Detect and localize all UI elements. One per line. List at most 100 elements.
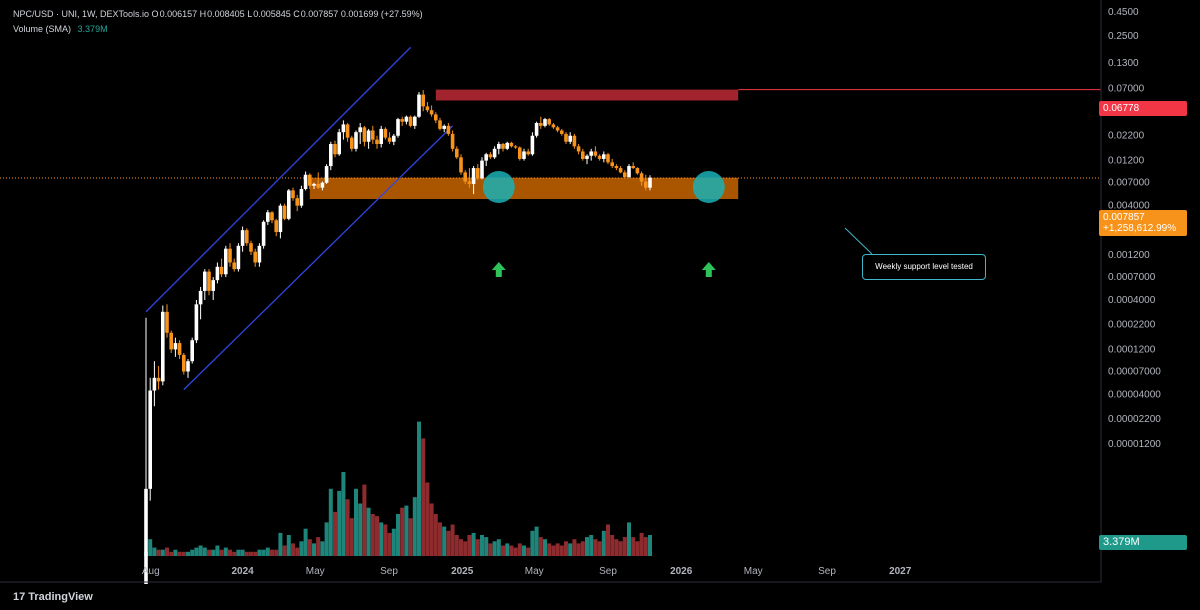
volume-bar	[207, 549, 211, 556]
candle-body	[375, 139, 379, 144]
volume-bar	[471, 532, 476, 556]
change-value: 0.001699 (+27.59%)	[340, 9, 423, 19]
candle-body	[438, 120, 442, 129]
candle-body	[400, 119, 404, 122]
candle-body	[627, 166, 631, 178]
volume-bar	[261, 549, 266, 556]
volume-bar	[459, 539, 463, 556]
candle-body	[312, 183, 316, 186]
volume-bar	[400, 507, 405, 556]
volume-bar	[186, 551, 190, 556]
low-value: 0.005845	[253, 9, 291, 19]
volume-bar	[530, 530, 535, 556]
volume-bar	[354, 488, 358, 556]
support-zone	[309, 177, 739, 200]
candle-body	[568, 135, 572, 142]
volume-bar	[345, 499, 350, 556]
volume-bar	[160, 549, 165, 556]
volume-bar	[618, 541, 623, 556]
candle-body	[341, 124, 346, 133]
y-tick-label: 0.0002200	[1108, 320, 1156, 331]
x-tick-label: May	[525, 566, 544, 577]
candle-body	[413, 116, 417, 126]
volume-bar	[425, 482, 430, 556]
high-label: H	[199, 9, 207, 19]
candle-body	[572, 135, 577, 147]
support-annotation[interactable]: Weekly support level tested	[862, 254, 986, 280]
candle-body	[337, 132, 341, 155]
candle-body	[602, 154, 606, 159]
candle-body	[501, 143, 505, 149]
volume-bars	[144, 421, 652, 556]
volume-bar	[421, 438, 426, 556]
volume-bar	[597, 541, 602, 556]
symbol-label[interactable]: NPC/USD · UNI, 1W, DEXTools.io	[13, 9, 150, 19]
candle-body	[354, 132, 358, 149]
volume-bar	[270, 549, 274, 556]
volume-bar	[324, 522, 329, 556]
tradingview-icon: 17	[13, 591, 26, 603]
x-tick-label: May	[744, 566, 763, 577]
volume-bar	[291, 543, 295, 556]
candle-body	[282, 205, 287, 219]
volume-bar	[274, 549, 279, 556]
candle-body	[589, 151, 593, 156]
candle-body	[169, 332, 173, 350]
volume-bar	[610, 535, 615, 556]
candle-body	[333, 143, 337, 155]
y-tick-label: 0.00001200	[1108, 439, 1161, 450]
volume-bar	[257, 549, 262, 556]
candle-body	[211, 280, 215, 291]
y-tick-label: 0.004000	[1108, 201, 1150, 212]
volume-bar	[417, 421, 421, 556]
volume-bar	[240, 549, 245, 556]
volume-bar	[501, 545, 505, 556]
volume-bar	[580, 541, 585, 556]
candle-body	[492, 148, 497, 158]
candle-body	[526, 151, 530, 155]
x-tick-label: 2024	[231, 566, 254, 577]
volume-bar	[585, 537, 589, 556]
candle-body	[576, 146, 581, 152]
candle-body	[539, 123, 543, 126]
candle-body	[455, 148, 459, 158]
candle-body	[618, 168, 623, 173]
volume-bar	[278, 532, 283, 556]
x-tick-label: Sep	[599, 566, 617, 577]
candle-body	[203, 271, 207, 291]
price-axis[interactable]: 0.45000.25000.13000.070000.040000.022000…	[1108, 7, 1161, 450]
volume-bar	[627, 522, 631, 556]
volume-bar	[467, 535, 472, 556]
candle-body	[459, 157, 463, 173]
volume-bar	[526, 547, 531, 556]
tradingview-logo[interactable]: 17 TradingView	[13, 591, 93, 603]
volume-bar	[362, 484, 367, 556]
y-tick-label: 0.0004000	[1108, 295, 1156, 306]
volume-bar	[408, 518, 413, 556]
volume-bar	[337, 490, 342, 556]
volume-bar	[412, 497, 417, 556]
candle-body	[446, 125, 451, 134]
volume-bar	[593, 539, 598, 556]
y-tick-label: 0.2500	[1108, 31, 1139, 42]
candle-body	[522, 151, 526, 159]
volume-bar	[358, 503, 363, 556]
current-price-tag: 0.007857 +1,258,612.99%	[1099, 210, 1187, 236]
candle-body	[266, 212, 270, 222]
x-tick-label: 2027	[889, 566, 912, 577]
candle-body	[329, 143, 333, 167]
candle-body	[392, 135, 396, 142]
volume-bar	[391, 528, 396, 556]
volume-bar	[564, 541, 568, 556]
candle-body	[534, 123, 539, 136]
volume-label[interactable]: Volume (SMA)	[13, 24, 72, 34]
volume-bar	[307, 539, 312, 556]
candle-body	[488, 154, 493, 158]
volume-bar	[341, 472, 346, 556]
volume-bar	[589, 535, 594, 556]
candle-body	[471, 168, 476, 184]
time-axis[interactable]: Aug 2024 May Sep 2025 May Sep 2026 May Sep 2027	[142, 566, 912, 577]
candle-body	[156, 377, 161, 382]
volume-bar	[375, 516, 379, 556]
